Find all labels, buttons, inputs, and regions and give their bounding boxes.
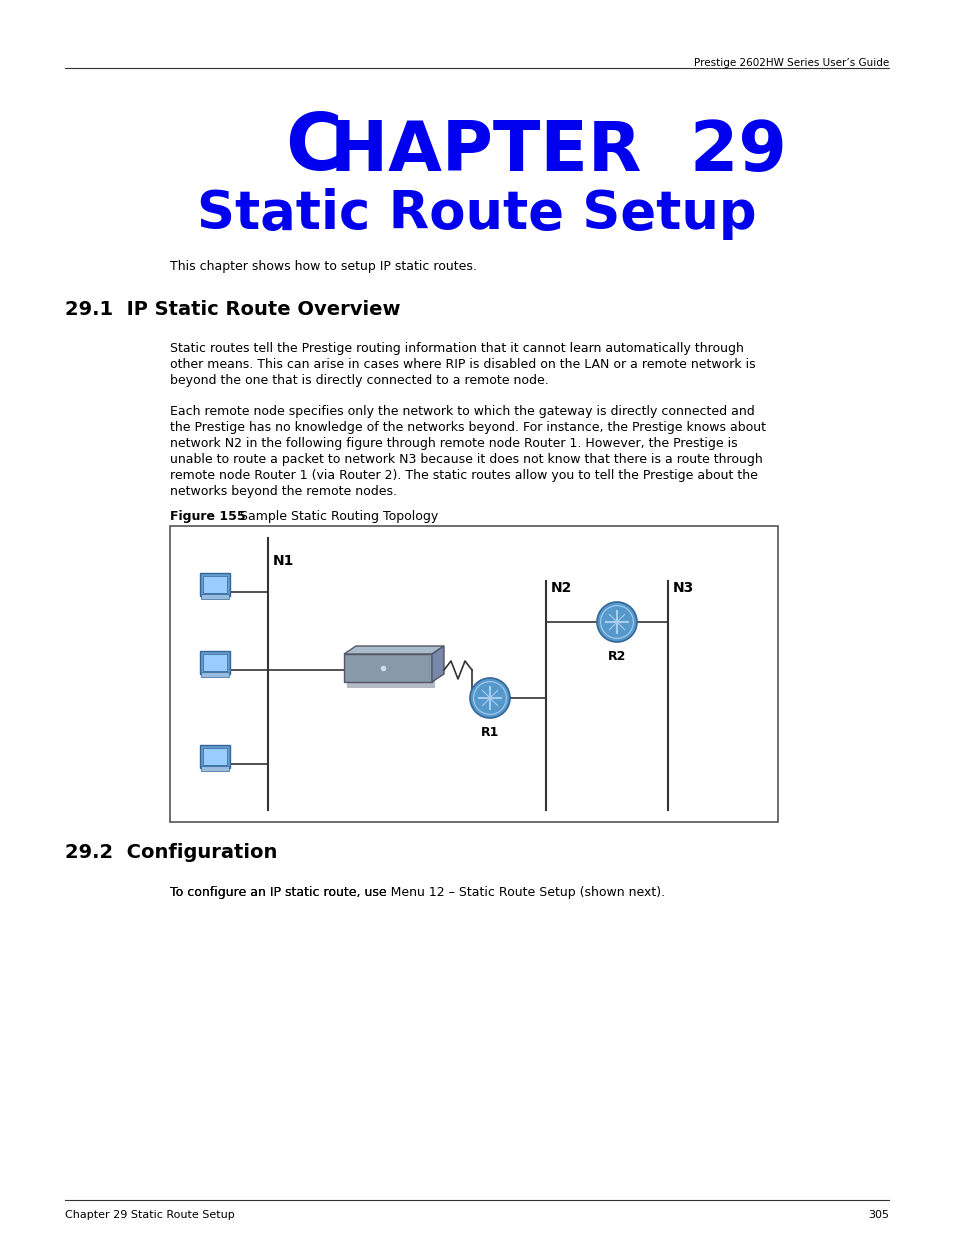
Text: Sample Static Routing Topology: Sample Static Routing Topology xyxy=(228,510,437,522)
Circle shape xyxy=(597,601,637,642)
Text: beyond the one that is directly connected to a remote node.: beyond the one that is directly connecte… xyxy=(170,374,548,387)
Text: HAPTER  29: HAPTER 29 xyxy=(330,119,786,185)
Text: To configure an IP static route, use Menu 12 – Static Route Setup (shown next).: To configure an IP static route, use Men… xyxy=(170,885,664,899)
Bar xyxy=(200,573,230,595)
Bar xyxy=(201,766,229,771)
Text: network N2 in the following figure through remote node Router 1. However, the Pr: network N2 in the following figure throu… xyxy=(170,437,737,450)
Bar xyxy=(170,526,778,823)
Text: This chapter shows how to setup IP static routes.: This chapter shows how to setup IP stati… xyxy=(170,261,476,273)
Text: 29.2  Configuration: 29.2 Configuration xyxy=(65,844,277,862)
Bar xyxy=(203,576,227,593)
Ellipse shape xyxy=(473,697,506,706)
Text: R1: R1 xyxy=(480,726,498,739)
Text: Figure 155: Figure 155 xyxy=(170,510,245,522)
Bar xyxy=(203,747,227,764)
Bar xyxy=(203,653,227,671)
Circle shape xyxy=(470,678,510,718)
Text: the Prestige has no knowledge of the networks beyond. For instance, the Prestige: the Prestige has no knowledge of the net… xyxy=(170,421,765,433)
Text: 29.1  IP Static Route Overview: 29.1 IP Static Route Overview xyxy=(65,300,400,319)
Text: networks beyond the remote nodes.: networks beyond the remote nodes. xyxy=(170,485,396,498)
Bar xyxy=(344,655,432,682)
Bar xyxy=(201,594,229,599)
Text: C: C xyxy=(285,110,341,186)
Text: unable to route a packet to network N3 because it does not know that there is a : unable to route a packet to network N3 b… xyxy=(170,453,762,466)
Bar xyxy=(200,745,230,767)
Bar xyxy=(201,672,229,677)
Text: Static Route Setup: Static Route Setup xyxy=(197,188,756,240)
Polygon shape xyxy=(432,646,443,682)
Text: Prestige 2602HW Series User’s Guide: Prestige 2602HW Series User’s Guide xyxy=(693,58,888,68)
Text: Static routes tell the Prestige routing information that it cannot learn automat: Static routes tell the Prestige routing … xyxy=(170,342,743,354)
Text: other means. This can arise in cases where RIP is disabled on the LAN or a remot: other means. This can arise in cases whe… xyxy=(170,358,755,370)
Text: remote node Router 1 (via Router 2). The static routes allow you to tell the Pre: remote node Router 1 (via Router 2). The… xyxy=(170,469,757,482)
Text: Each remote node specifies only the network to which the gateway is directly con: Each remote node specifies only the netw… xyxy=(170,405,754,417)
Text: N3: N3 xyxy=(672,580,694,595)
Text: Chapter 29 Static Route Setup: Chapter 29 Static Route Setup xyxy=(65,1210,234,1220)
Text: 305: 305 xyxy=(867,1210,888,1220)
Polygon shape xyxy=(344,646,443,655)
Text: To configure an IP static route, use: To configure an IP static route, use xyxy=(170,885,390,899)
Bar xyxy=(200,651,230,673)
Text: N1: N1 xyxy=(273,555,294,568)
Ellipse shape xyxy=(599,620,634,630)
Text: R2: R2 xyxy=(607,650,625,663)
Text: N2: N2 xyxy=(551,580,572,595)
Bar xyxy=(347,655,435,688)
